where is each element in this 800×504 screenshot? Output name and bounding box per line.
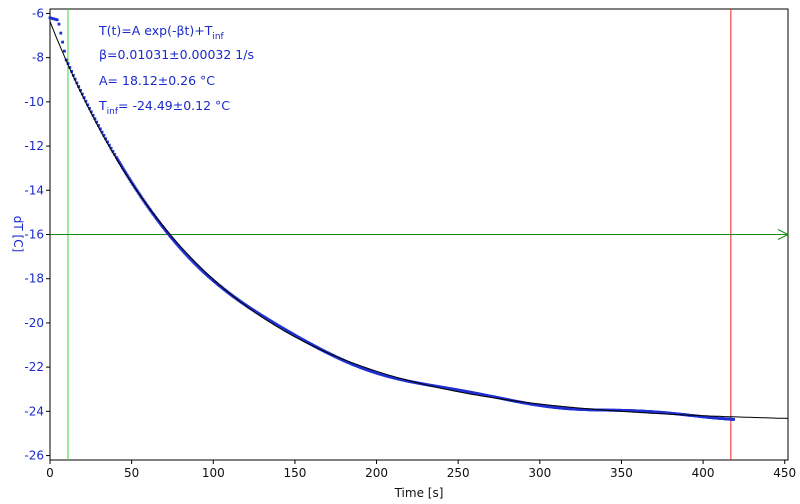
data-point bbox=[111, 150, 115, 153]
annotation-tinf-sub: inf bbox=[107, 107, 119, 117]
annotation-model-sub: inf bbox=[212, 32, 224, 42]
y-tick-label: -6 bbox=[32, 6, 44, 20]
y-tick-label: -24 bbox=[24, 404, 44, 418]
data-point bbox=[59, 31, 63, 35]
x-tick-label: 150 bbox=[283, 466, 306, 480]
data-point bbox=[118, 161, 121, 164]
data-point bbox=[95, 120, 99, 124]
annotation-amplitude: A= 18.12±0.26 °C bbox=[99, 73, 215, 88]
x-tick-label: 100 bbox=[202, 466, 225, 480]
data-point bbox=[117, 159, 120, 163]
data-point bbox=[97, 124, 100, 127]
x-axis: 0 50 100 150 200 250 300 350 400 450 bbox=[46, 460, 796, 480]
data-point bbox=[57, 22, 61, 26]
data-point bbox=[107, 143, 111, 147]
y-tick-label: -20 bbox=[24, 316, 44, 330]
data-point bbox=[100, 130, 104, 134]
y-axis-label: dT [C] bbox=[11, 216, 25, 253]
data-point bbox=[120, 164, 123, 168]
data-point bbox=[77, 85, 81, 88]
data-point bbox=[61, 40, 64, 44]
data-point bbox=[119, 162, 122, 166]
data-point bbox=[82, 96, 86, 99]
fit-curve bbox=[49, 21, 789, 419]
data-point bbox=[63, 49, 66, 53]
data-point bbox=[79, 88, 82, 92]
data-point bbox=[732, 418, 735, 421]
x-tick-label: 200 bbox=[365, 466, 388, 480]
x-tick-label: 0 bbox=[46, 466, 54, 480]
y-tick-label: -16 bbox=[24, 228, 44, 242]
x-axis-label: Time [s] bbox=[394, 486, 444, 500]
x-tick-label: 350 bbox=[610, 466, 633, 480]
data-point bbox=[115, 156, 118, 159]
annotation-tinf-rest: = -24.49±0.12 °C bbox=[118, 98, 230, 113]
data-point bbox=[50, 16, 54, 20]
y-tick-label: -8 bbox=[32, 51, 44, 65]
x-tick-label: 450 bbox=[773, 466, 796, 480]
data-point bbox=[121, 167, 125, 171]
annotation-tinf-base: T bbox=[98, 98, 107, 113]
y-tick-label: -26 bbox=[24, 449, 44, 463]
data-point bbox=[91, 113, 95, 117]
data-point bbox=[88, 106, 91, 110]
data-series bbox=[48, 16, 735, 421]
y-tick-label: -18 bbox=[24, 272, 44, 286]
data-point bbox=[89, 110, 93, 114]
data-point bbox=[116, 157, 119, 161]
data-point bbox=[106, 140, 109, 144]
data-point bbox=[123, 170, 127, 174]
annotation-tinf: Tinf= -24.49±0.12 °C bbox=[98, 98, 230, 117]
data-point bbox=[52, 17, 55, 21]
data-point bbox=[102, 134, 106, 137]
data-point bbox=[120, 166, 124, 169]
x-tick-label: 300 bbox=[528, 466, 551, 480]
y-axis: -6 -8 -10 -12 -14 -16 -18 -20 -22 -24 -26 bbox=[24, 6, 50, 463]
data-point bbox=[104, 137, 108, 141]
data-point bbox=[75, 81, 79, 85]
data-point bbox=[109, 146, 113, 150]
data-point bbox=[93, 117, 97, 121]
x-tick-label: 400 bbox=[692, 466, 715, 480]
data-point bbox=[84, 99, 88, 103]
data-point bbox=[113, 153, 117, 156]
data-point bbox=[122, 169, 126, 172]
x-tick-label: 250 bbox=[447, 466, 470, 480]
y-tick-label: -10 bbox=[24, 95, 44, 109]
annotation-beta: β=0.01031±0.00032 1/s bbox=[99, 47, 254, 62]
data-point bbox=[80, 92, 84, 96]
x-tick-label: 50 bbox=[124, 466, 139, 480]
data-point bbox=[54, 17, 57, 21]
annotation-model: T(t)=A exp(-βt)+Tinf bbox=[98, 23, 225, 42]
arrow-icon bbox=[777, 229, 790, 240]
y-tick-label: -14 bbox=[24, 183, 44, 197]
data-point bbox=[48, 16, 52, 20]
annotation-model-base: T(t)=A exp(-βt)+T bbox=[98, 23, 213, 38]
data-point bbox=[55, 18, 59, 22]
data-point bbox=[98, 127, 102, 131]
y-tick-label: -12 bbox=[24, 139, 44, 153]
y-tick-label: -22 bbox=[24, 360, 44, 374]
data-point bbox=[86, 103, 90, 107]
